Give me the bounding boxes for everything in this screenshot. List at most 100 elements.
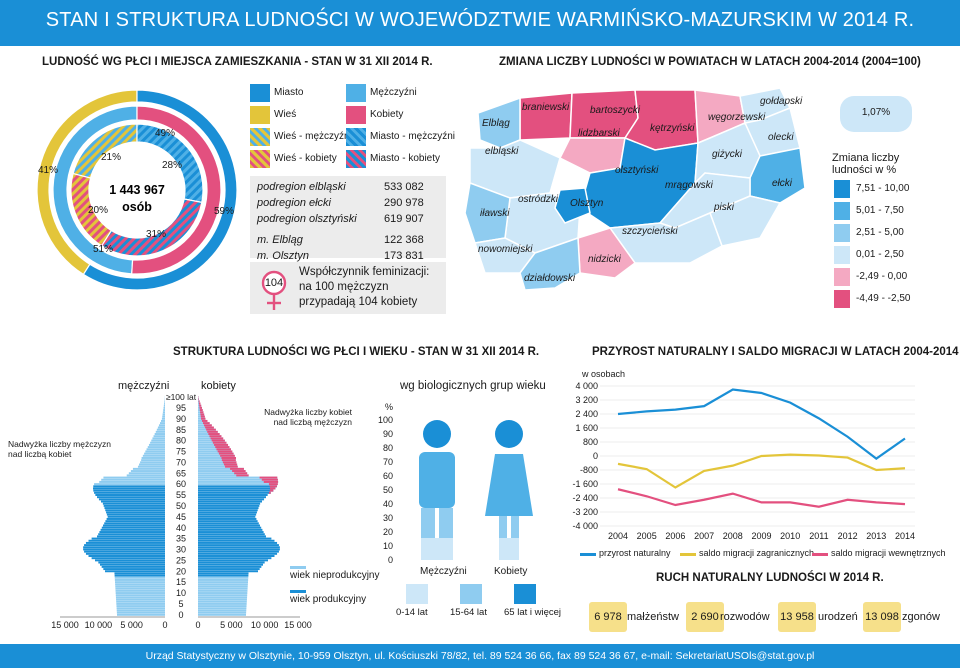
pyramid-bar-men [103, 524, 165, 527]
line-chart-x-tick: 2006 [665, 531, 685, 541]
ring-outer-city [82, 89, 238, 291]
label-rural-outer: 41% [38, 165, 59, 176]
pyramid-bar-women [198, 500, 262, 503]
bio-y-tick: 10 [383, 541, 393, 551]
pyramid-x-tick-right: 0 [195, 620, 200, 630]
bio-legend-label: 15-64 lat [450, 607, 487, 618]
bio-men-label: Mężczyźni [420, 566, 467, 577]
pyramid-bar-women [198, 476, 278, 479]
pyramid-bar-men [103, 568, 165, 571]
pyramid-bar-women [198, 489, 274, 492]
pyramid-bar-women [198, 583, 248, 586]
label-city-outer: 59% [214, 206, 235, 217]
pyramid-bar-men [114, 578, 165, 581]
pyramid-bar-men [117, 613, 165, 616]
pyramid-bar-women [198, 498, 265, 501]
pyramid-bar-men [157, 426, 165, 429]
pyramid-excess-women [200, 415, 205, 418]
pyramid-bar-men [101, 526, 165, 529]
pyramid-excess-women [261, 478, 278, 481]
male-figure-icon [419, 420, 455, 560]
pyramid-bar-men [126, 474, 165, 477]
legend-swatch-solid-city [250, 84, 270, 102]
pyramid-excess-women [234, 472, 248, 475]
pyramid-bar-women [198, 555, 275, 557]
map-legend-swatch [834, 290, 850, 308]
pyramid-bar-women [198, 470, 246, 473]
map-legend-swatch [834, 268, 850, 286]
pyramid-excess-women [268, 483, 278, 486]
pyramid-bar-men [101, 565, 165, 568]
pyramid-excess-women [218, 452, 234, 455]
feminization-line1: Współczynnik feminizacji: [299, 266, 430, 278]
pyramid-age-tick: 80 [176, 436, 186, 446]
legend-label-hatch-rural-men: Wieś - mężczyźni [274, 131, 352, 142]
bio-legend-label: 65 lat i więcej [504, 607, 562, 618]
pyramid-bar-men [145, 450, 165, 453]
pyramid-bar-women [198, 574, 249, 577]
bio-legend-swatch [460, 584, 482, 604]
region-name: podregion olsztyński [257, 213, 357, 225]
county-label: ełcki [772, 178, 793, 189]
pyramid-age-tick: 15 [176, 577, 186, 587]
legend-label-hatch-city-women: Miasto - kobiety [370, 153, 441, 164]
county-label: iławski [480, 208, 510, 219]
pyramid-excess-women [269, 485, 277, 488]
legend-swatch-solid-men [346, 84, 366, 102]
ring-inner-rural-women [70, 172, 113, 247]
pyramid-bar-women [198, 446, 230, 449]
regions-box [250, 176, 446, 258]
pyramid-age-tick: 55 [176, 490, 186, 500]
pyramid-bar-men [91, 557, 165, 560]
pyramid-excess-women [225, 465, 238, 468]
county-label: Elbląg [482, 118, 510, 129]
ruch-label: rozwodów [720, 611, 770, 623]
pyramid-top-age: ≥100 lat [166, 392, 197, 402]
pyramid-age-tick: 5 [178, 599, 183, 609]
pyramid-excess-women [216, 448, 231, 451]
lake-area-swatch [840, 96, 912, 132]
pyramid-bar-men [102, 502, 165, 505]
pyramid-age-tick: 65 [176, 468, 186, 478]
pyramid-bar-men [139, 463, 165, 466]
pyramid-age-tick: 90 [176, 414, 186, 424]
pyramid-bar-women [198, 539, 275, 542]
pyramid-age-tick: 45 [176, 512, 186, 522]
pyramid-excess-women [212, 441, 227, 444]
pyramid-bar-women [198, 494, 268, 496]
line-chart-x-tick: 2009 [751, 531, 771, 541]
ruch-label: zgonów [902, 611, 940, 623]
pyramid-excess-women [210, 437, 224, 440]
pyramid-bar-men [164, 400, 165, 403]
ruch-value: 13 098 [863, 602, 901, 632]
pyramid-age-tick: 10 [176, 588, 186, 598]
bio-legend-swatch [406, 584, 428, 604]
footer: Urząd Statystyczny w Olsztynie, 10-959 O… [0, 644, 960, 668]
female-figure-icon [485, 420, 533, 560]
pyramid-excess-women [217, 450, 233, 453]
pyramid-excess-women [263, 480, 279, 483]
bio-title: wg biologicznych grup wieku [400, 380, 546, 392]
pyramid-bar-men [132, 467, 165, 470]
pyramid-bar-women [198, 502, 261, 505]
pyramid-excess-women [221, 456, 236, 459]
pyramid-excess-women [269, 489, 274, 492]
pyramid-bar-men [98, 533, 165, 536]
pyramid-bar-men [116, 609, 165, 612]
pyramid-bar-women [198, 465, 238, 468]
label-city-women: 31% [146, 229, 167, 240]
legend-swatch-hatch-city-men [346, 128, 366, 146]
county-braniewski [519, 92, 573, 141]
pyramid-bar-women [198, 565, 262, 568]
legend-label-solid-men: Mężczyźni [370, 87, 417, 98]
pyramid-excess-women [270, 487, 276, 490]
label-rural-men-inner: 21% [101, 152, 122, 163]
map-legend-label: -2,49 - 0,00 [856, 271, 908, 282]
pyramid-bar-men [142, 454, 165, 457]
feminization-line2: na 100 mężczyzn [299, 281, 389, 293]
line-chart-y-tick: 1 600 [575, 423, 598, 433]
pyramid-bar-men [100, 563, 165, 566]
label-women-total: 51% [93, 244, 114, 255]
pyramid-bar-men [95, 494, 165, 496]
line-chart-x-tick: 2004 [608, 531, 628, 541]
